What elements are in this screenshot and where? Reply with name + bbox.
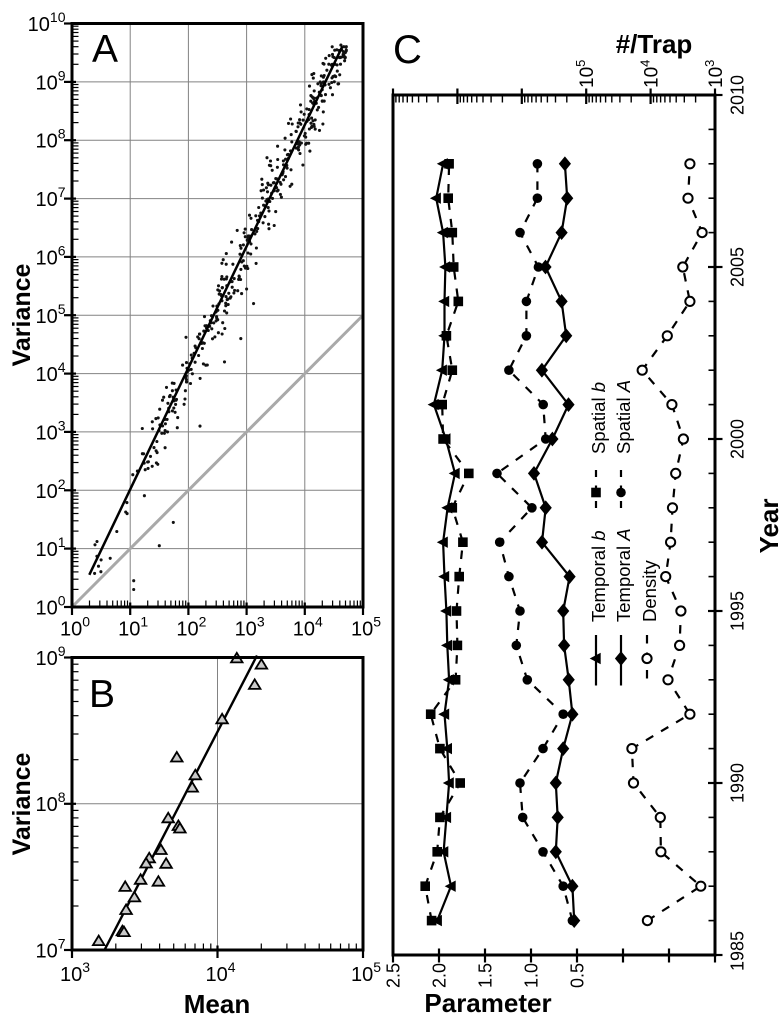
svg-text:Density: Density [639, 560, 660, 622]
svg-text:1.0: 1.0 [522, 963, 542, 988]
svg-text:B: B [89, 673, 115, 716]
svg-text:103: 103 [702, 60, 727, 88]
svg-text:2.5: 2.5 [384, 963, 404, 988]
svg-text:1985: 1985 [728, 931, 748, 971]
svg-text:1990: 1990 [728, 763, 748, 803]
svg-text:Variance: Variance [8, 263, 36, 366]
svg-text:#/Trap: #/Trap [616, 29, 693, 59]
svg-text:Spatial b: Spatial b [588, 382, 609, 454]
svg-text:C: C [393, 28, 422, 72]
svg-text:2005: 2005 [728, 247, 748, 287]
svg-text:Temporal b: Temporal b [588, 530, 609, 622]
svg-text:Temporal A: Temporal A [613, 528, 634, 622]
svg-text:105: 105 [573, 60, 598, 88]
svg-text:Parameter: Parameter [424, 988, 551, 1018]
svg-text:2.0: 2.0 [430, 963, 450, 988]
svg-text:1.5: 1.5 [476, 963, 496, 988]
svg-text:1010: 1010 [28, 9, 66, 36]
svg-text:Variance: Variance [8, 752, 36, 855]
svg-text:2000: 2000 [728, 419, 748, 459]
svg-text:Mean: Mean [184, 989, 250, 1019]
svg-text:Spatial A: Spatial A [613, 380, 634, 454]
svg-text:A: A [92, 28, 118, 71]
svg-text:101: 101 [118, 614, 148, 641]
svg-text:105: 105 [35, 301, 65, 328]
svg-text:1995: 1995 [728, 591, 748, 631]
svg-text:0.5: 0.5 [568, 963, 588, 988]
svg-text:Year: Year [754, 499, 783, 554]
svg-text:2010: 2010 [728, 75, 748, 115]
